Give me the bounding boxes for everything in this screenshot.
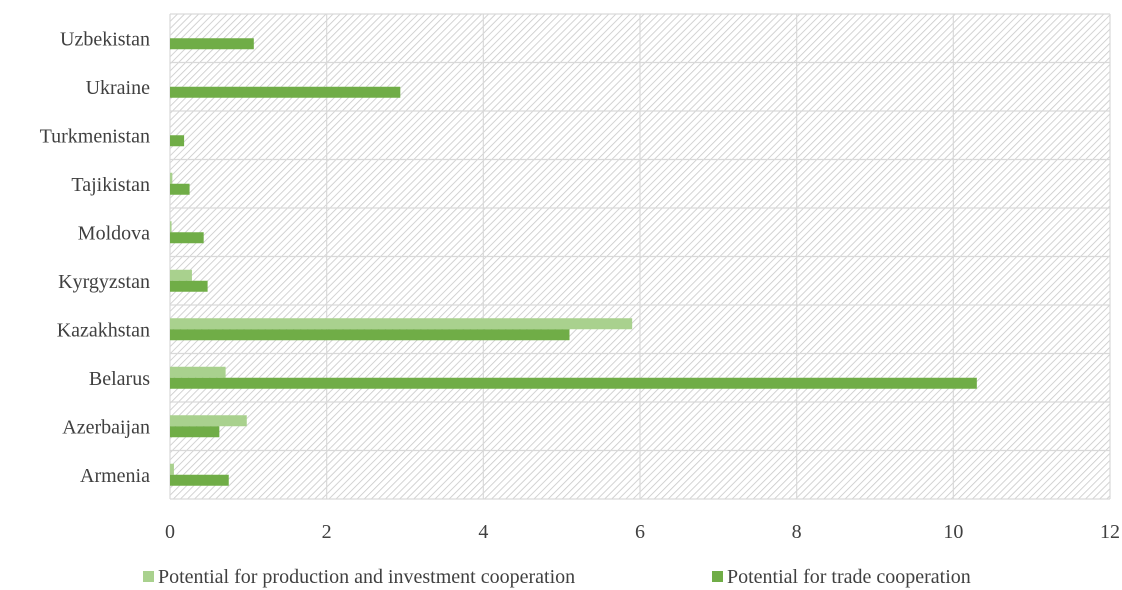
bars (170, 38, 977, 486)
x-tick-label: 8 (792, 521, 802, 543)
bar-trade-tajikistan (170, 183, 190, 195)
legend-item: Potential for trade cooperation (712, 566, 971, 588)
category-label: Turkmenistan (40, 125, 150, 147)
bar-trade-armenia (170, 474, 229, 486)
x-tick-label: 10 (943, 521, 963, 543)
bar-production-investment-azerbaijan (170, 415, 247, 427)
category-label: Moldova (78, 222, 150, 244)
x-tick-labels: 0 2 4 6 8 10 12 (165, 521, 1120, 543)
legend: Potential for production and investment … (143, 566, 971, 588)
bar-trade-moldova (170, 232, 204, 244)
bar-production-investment-moldova (170, 221, 172, 233)
category-label: Uzbekistan (60, 28, 150, 50)
x-tick-label: 2 (322, 521, 332, 543)
row-separators (170, 13, 1110, 500)
x-tick-label: 0 (165, 521, 175, 543)
bar-production-investment-tajikistan (170, 172, 173, 184)
bar-production-investment-armenia (170, 463, 174, 475)
category-label: Ukraine (86, 77, 151, 99)
bar-trade-ukraine (170, 86, 401, 98)
legend-label: Potential for trade cooperation (727, 566, 971, 588)
category-label: Tajikistan (71, 174, 150, 196)
bar-trade-belarus (170, 377, 977, 389)
category-label: Belarus (89, 368, 150, 390)
bar-production-investment-kyrgyzstan (170, 269, 192, 281)
category-label: Kyrgyzstan (58, 271, 150, 293)
legend-label: Potential for production and investment … (158, 566, 575, 588)
x-tick-label: 12 (1100, 521, 1120, 543)
x-tick-label: 4 (478, 521, 488, 543)
bar-trade-azerbaijan (170, 426, 220, 438)
bar-trade-turkmenistan (170, 135, 185, 147)
category-label: Azerbaijan (62, 416, 150, 438)
bar-production-investment-belarus (170, 366, 226, 378)
legend-swatch (143, 571, 154, 582)
legend-swatch (712, 571, 723, 582)
bar-production-investment-kazakhstan (170, 318, 633, 330)
bar-trade-uzbekistan (170, 38, 254, 50)
category-label: Kazakhstan (57, 319, 150, 341)
legend-item: Potential for production and investment … (143, 566, 575, 588)
bar-trade-kyrgyzstan (170, 280, 208, 292)
category-label: Armenia (80, 465, 150, 487)
bar-trade-kazakhstan (170, 329, 570, 341)
x-tick-label: 6 (635, 521, 645, 543)
category-labels: Armenia Azerbaijan Belarus Kazakhstan Kyrgyz… (40, 28, 151, 487)
